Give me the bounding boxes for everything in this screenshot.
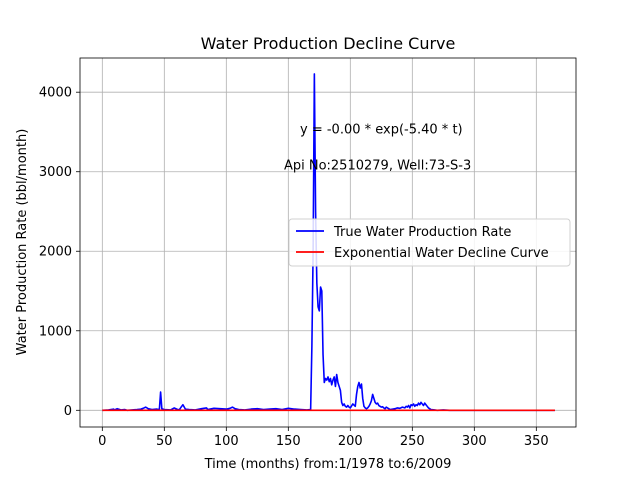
y-tick-label: 1000	[39, 324, 72, 339]
x-tick-label: 350	[524, 434, 549, 449]
y-axis: 0 1000 2000 3000 4000	[39, 86, 80, 419]
plot-frame	[79, 57, 577, 428]
y-tick-label: 2000	[39, 245, 72, 260]
x-tick-label: 100	[214, 434, 239, 449]
y-tick-label: 4000	[39, 86, 72, 101]
y-axis-label: Water Production Rate (bbl/month)	[15, 129, 30, 356]
x-tick-label: 300	[462, 434, 487, 449]
x-tick-label: 0	[98, 434, 106, 449]
legend-label-exponential: Exponential Water Decline Curve	[334, 246, 549, 261]
equation-annotation: y = -0.00 * exp(-5.40 * t)	[300, 123, 463, 138]
x-axis-label: Time (months) from:1/1978 to:6/2009	[204, 457, 452, 472]
series-layer	[102, 73, 555, 412]
chart-title: Water Production Decline Curve	[201, 34, 456, 53]
x-tick-label: 50	[156, 434, 173, 449]
legend: True Water Production Rate Exponential W…	[288, 218, 571, 267]
legend-label-true: True Water Production Rate	[333, 225, 511, 240]
x-axis: 0 50 100 150 200 250 300 350	[98, 427, 549, 449]
legend-frame	[288, 218, 571, 267]
y-tick-label: 0	[64, 404, 72, 419]
series-line-true-water-production	[102, 73, 555, 412]
x-tick-label: 200	[338, 434, 363, 449]
annotations: y = -0.00 * exp(-5.40 * t) Api No:2510279…	[284, 123, 471, 174]
y-tick-label: 3000	[39, 165, 72, 180]
x-tick-label: 150	[276, 434, 301, 449]
well-annotation: Api No:2510279, Well:73-S-3	[284, 158, 471, 173]
x-tick-label: 250	[400, 434, 425, 449]
